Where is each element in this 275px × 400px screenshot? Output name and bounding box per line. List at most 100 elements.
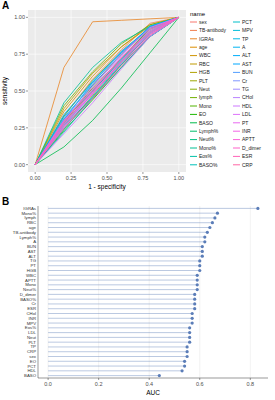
lollipop-stem (48, 342, 190, 343)
lollipop-point (208, 226, 211, 229)
lollipop-stem (48, 270, 200, 271)
grid-line (199, 206, 200, 378)
tick (26, 17, 28, 18)
legend-label: Mono% (199, 145, 217, 151)
roc-curve (35, 17, 179, 164)
lollipop-stem (48, 375, 159, 376)
legend-key (190, 114, 197, 115)
tick-label: 0.75 (138, 175, 149, 181)
lollipop-point (211, 221, 214, 224)
lollipop-point (198, 259, 201, 262)
tick-label: 0.00 (30, 175, 41, 181)
legend-label: Neut (199, 86, 210, 92)
lollipop-point (180, 369, 183, 372)
lollipop-stem (48, 351, 187, 352)
tick-label: 0.50 (14, 88, 25, 94)
tick-label: 0.25 (66, 175, 77, 181)
lollipop-stem (48, 308, 195, 309)
category-label: BASO (24, 373, 37, 378)
legend-key (190, 38, 197, 39)
lollipop-point (256, 207, 259, 210)
lollipop-point (183, 364, 186, 367)
lollipop-stem (48, 246, 202, 247)
roc-curve (35, 17, 179, 164)
lollipop-stem (48, 222, 212, 223)
legend-label: PLT (199, 78, 208, 84)
y-axis (38, 206, 39, 378)
legend-label: RBC (199, 61, 210, 67)
lollipop-stem (48, 232, 207, 233)
lollipop-stem (48, 356, 187, 357)
legend-key (233, 139, 240, 140)
legend-key (190, 164, 197, 165)
lollipop-point (201, 245, 204, 248)
legend-key (190, 97, 197, 98)
legend-key (233, 131, 240, 132)
legend-label: EO (199, 111, 206, 117)
legend-key (190, 64, 197, 65)
lollipop-point (196, 283, 199, 286)
roc-curve (35, 17, 179, 164)
lollipop-stem (48, 294, 195, 295)
grid-line (28, 164, 186, 165)
legend-label: BASO% (199, 162, 218, 168)
tick (26, 164, 28, 165)
roc-curve (35, 17, 179, 164)
lollipop-point (191, 312, 194, 315)
lollipop-stem (48, 265, 200, 266)
legend-key (190, 89, 197, 90)
grid-line (28, 91, 186, 92)
lollipop-point (201, 250, 204, 253)
tick-label: 0.6 (196, 381, 204, 387)
legend-label: ALT (242, 52, 251, 58)
legend-label: IGRAs (199, 36, 214, 42)
lines (35, 17, 179, 164)
tick (71, 172, 72, 174)
lollipop-stem (48, 241, 205, 242)
tick-label: 1.00 (14, 14, 25, 20)
roc-curve (35, 17, 179, 164)
legend-key (190, 156, 197, 157)
lollipop-point (196, 278, 199, 281)
tick (26, 127, 28, 128)
legend-key (190, 131, 197, 132)
roc-curve (35, 17, 179, 164)
legend-key (233, 122, 240, 123)
lollipop-stem (48, 366, 184, 367)
lollipop-stem (48, 260, 200, 261)
roc-curve (35, 17, 179, 164)
lollipop-stem (48, 256, 202, 257)
lollipop-stem (48, 361, 184, 362)
legend-key (233, 64, 240, 65)
roc-curve (35, 17, 179, 164)
legend-label: HGB (199, 69, 211, 75)
legend-key (233, 89, 240, 90)
legend-key (233, 164, 240, 165)
legend-label: lymph (199, 94, 213, 100)
tick (98, 378, 99, 380)
lollipop-stem (48, 217, 215, 218)
legend-label: WBC (199, 52, 211, 58)
tick-label: 0.00 (14, 162, 25, 168)
grid-line (250, 206, 251, 378)
legend-key (190, 22, 197, 23)
lollipop-stem (48, 284, 197, 285)
legend-key (190, 80, 197, 81)
tick-label: 0.8 (246, 381, 254, 387)
lollipop-stem (48, 313, 192, 314)
lollipop-point (188, 331, 191, 334)
legend-label: CHol (242, 94, 253, 100)
legend-label: A (242, 44, 246, 50)
lollipop-point (196, 274, 199, 277)
lollipop-stem (48, 370, 182, 371)
lollipop-point (188, 336, 191, 339)
lollipop-point (193, 293, 196, 296)
legend-key (233, 72, 240, 73)
legend-label: HDL (242, 103, 252, 109)
roc-curve (35, 17, 179, 164)
lollipop-stem (48, 318, 192, 319)
grid-line (98, 206, 99, 378)
lollipop-stem (48, 227, 210, 228)
legend-label: BUN (242, 69, 253, 75)
lollipop-point (186, 345, 189, 348)
